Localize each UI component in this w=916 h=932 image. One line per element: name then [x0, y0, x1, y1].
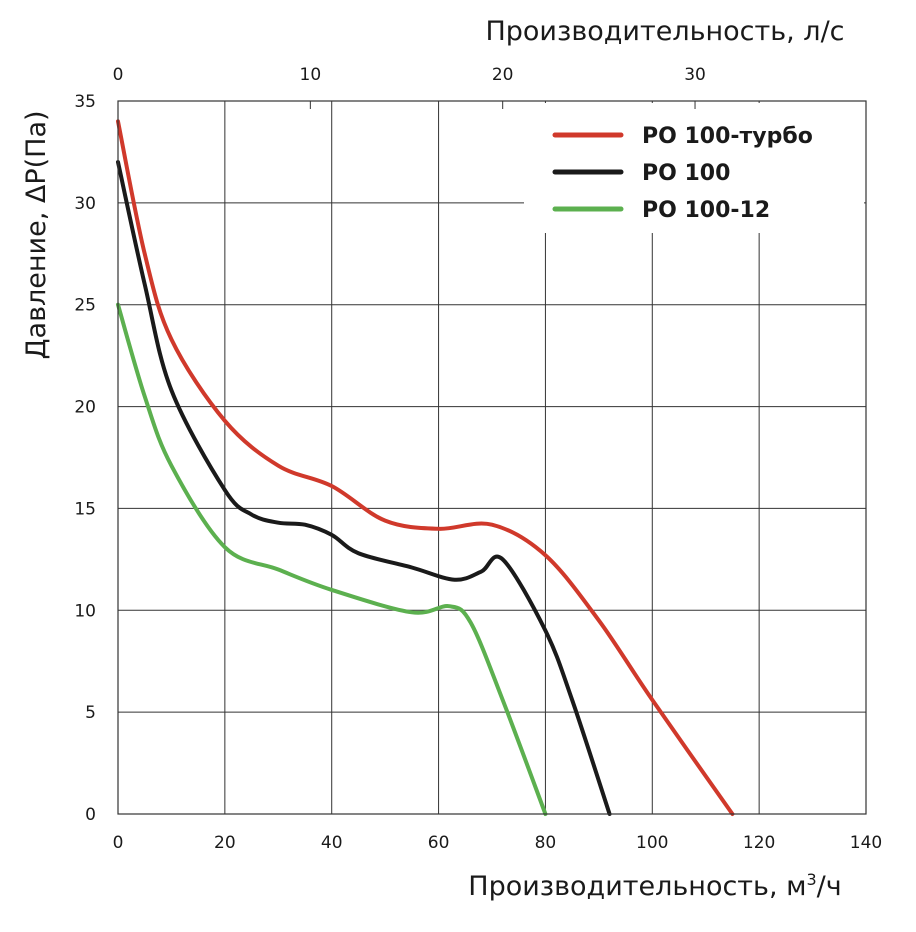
x2-axis-title: Производительность, л/с — [485, 16, 844, 47]
x-axis-title-sup: 3 — [806, 870, 816, 889]
y-tick-label: 30 — [74, 194, 96, 214]
y-tick-label: 35 — [74, 92, 96, 112]
x2-tick-label: 30 — [684, 65, 706, 85]
series-line — [116, 119, 735, 816]
x-tick-label: 120 — [743, 833, 775, 853]
x-tick-label: 100 — [636, 833, 668, 853]
legend-label: РО 100 — [642, 161, 730, 186]
series-line — [116, 302, 548, 816]
series-line — [116, 160, 612, 816]
legend-label: РО 100-турбо — [642, 124, 813, 149]
y-axis-title: Давление, ΔP(Па) — [21, 110, 52, 359]
x-axis-title-tail: /ч — [817, 871, 842, 902]
x-tick-label: 0 — [113, 833, 124, 853]
x-tick-label: 20 — [214, 833, 236, 853]
x2-tick-label: 20 — [492, 65, 514, 85]
y-tick-label: 20 — [74, 398, 96, 418]
y-tick-label: 5 — [85, 703, 96, 723]
ticks: 0 20 40 60 80 100 120 140 0 5 10 15 20 25 30 35 0 10 20 30 — [74, 65, 882, 853]
x2-tick-label: 10 — [300, 65, 322, 85]
plot-frame — [117, 100, 867, 815]
x-tick-label: 60 — [428, 833, 450, 853]
legend: РО 100-турбо РО 100 РО 100-12 — [552, 124, 813, 223]
y-tick-label: 0 — [85, 805, 96, 825]
x-tick-label: 140 — [850, 833, 882, 853]
curves — [116, 119, 735, 816]
y-tick-label: 10 — [74, 601, 96, 621]
y-tick-label: 25 — [74, 296, 96, 316]
x-tick-label: 80 — [535, 833, 557, 853]
y-tick-label: 15 — [74, 499, 96, 519]
legend-label: РО 100-12 — [642, 198, 770, 223]
x-axis-title: Производительность, м3/ч — [468, 870, 841, 902]
x-axis-title-main: Производительность, м — [468, 871, 806, 902]
x2-tick-label: 0 — [113, 65, 124, 85]
x-tick-label: 40 — [321, 833, 343, 853]
